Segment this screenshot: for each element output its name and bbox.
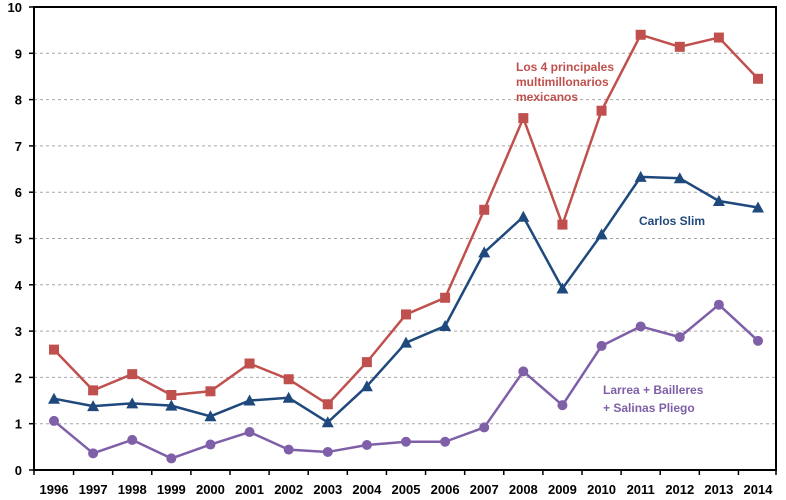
y-tick-label: 3 <box>15 324 22 339</box>
data-point-circle <box>753 335 763 346</box>
data-point-square <box>361 357 372 368</box>
annotation-larrea-bailleres-salinas: Larrea + Bailleres + Salinas Pliego <box>603 383 707 415</box>
data-point-triangle <box>165 399 178 411</box>
x-tick-label: 2002 <box>274 482 303 497</box>
x-tick-label: 2001 <box>235 482 264 497</box>
data-point-triangle <box>126 397 139 409</box>
annotation-los-4-principales: Los 4 principales multimillonarios mexic… <box>516 60 617 104</box>
x-tick-label: 2014 <box>744 482 774 497</box>
data-point-triangle <box>87 400 100 412</box>
data-point-circle <box>166 453 177 464</box>
data-point-circle <box>557 400 568 411</box>
x-tick-label: 2005 <box>392 482 421 497</box>
data-point-square <box>635 29 646 40</box>
x-tick-label: 2010 <box>587 482 616 497</box>
data-point-triangle <box>48 392 60 404</box>
data-point-square <box>713 32 724 43</box>
data-point-triangle <box>752 201 764 213</box>
data-point-triangle <box>282 391 295 403</box>
data-point-square <box>166 389 177 400</box>
x-tick-label: 2009 <box>548 482 577 497</box>
y-tick-label: 9 <box>15 46 22 61</box>
data-point-circle <box>401 436 411 447</box>
data-point-triangle <box>243 394 256 406</box>
data-point-triangle <box>673 172 686 184</box>
data-point-square <box>674 41 685 52</box>
x-tick-label: 2012 <box>665 482 694 497</box>
x-axis-ticks: 1996 1997 1998 1999 2000 2001 2002 2003 2004 2005… <box>33 470 777 497</box>
y-tick-label: 2 <box>15 370 22 385</box>
data-point-square <box>322 399 333 410</box>
y-tick-label: 7 <box>15 139 22 154</box>
data-point-square <box>440 292 451 303</box>
y-axis-ticks: 0 1 2 3 4 5 6 7 8 9 10 <box>8 0 34 478</box>
annotation-carlos-slim: Carlos Slim <box>639 214 705 228</box>
x-tick-label: 2003 <box>313 482 342 497</box>
data-point-square <box>88 385 99 396</box>
data-point-circle <box>361 439 372 450</box>
data-point-square <box>518 113 529 124</box>
data-point-triangle <box>439 320 452 332</box>
data-point-circle <box>205 439 216 450</box>
x-tick-label: 1999 <box>157 482 186 497</box>
data-point-circle <box>674 332 685 343</box>
data-point-square <box>479 204 490 215</box>
x-tick-label: 2006 <box>431 482 460 497</box>
series-0 <box>49 29 763 410</box>
y-tick-label: 0 <box>15 463 22 478</box>
data-point-square <box>596 105 607 116</box>
series-layer <box>48 29 764 464</box>
x-tick-label: 2000 <box>196 482 225 497</box>
data-point-circle <box>713 299 724 310</box>
data-point-circle <box>518 366 529 377</box>
data-point-square <box>244 358 255 369</box>
data-point-triangle <box>204 410 217 422</box>
y-tick-label: 5 <box>15 232 22 247</box>
x-tick-label: 1997 <box>79 482 108 497</box>
x-tick-label: 1998 <box>118 482 147 497</box>
x-tick-label: 2007 <box>470 482 499 497</box>
x-tick-label: 2008 <box>509 482 538 497</box>
data-point-circle <box>88 448 99 459</box>
data-point-triangle <box>360 380 373 392</box>
data-point-square <box>283 374 294 385</box>
data-point-circle <box>635 321 646 332</box>
data-point-triangle <box>634 170 647 182</box>
y-tick-label: 6 <box>15 185 22 200</box>
y-tick-label: 8 <box>15 93 22 108</box>
data-point-triangle <box>595 228 608 240</box>
data-point-square <box>49 344 59 355</box>
y-tick-label: 4 <box>15 278 23 293</box>
data-point-circle <box>49 415 59 426</box>
x-tick-label: 2011 <box>627 482 655 497</box>
series-1 <box>48 170 764 428</box>
data-point-triangle <box>478 246 491 258</box>
x-tick-label: 2004 <box>352 482 382 497</box>
data-point-circle <box>440 436 451 447</box>
gridlines <box>34 52 776 425</box>
series-2 <box>49 299 763 464</box>
data-point-triangle <box>556 282 569 294</box>
data-point-circle <box>479 422 490 433</box>
x-tick-label: 2013 <box>704 482 733 497</box>
x-tick-label: 1996 <box>40 482 69 497</box>
data-point-circle <box>596 340 607 351</box>
data-point-circle <box>283 444 294 455</box>
data-point-triangle <box>400 336 412 348</box>
data-point-square <box>557 219 568 230</box>
data-point-triangle <box>517 210 530 222</box>
data-point-circle <box>127 434 138 445</box>
data-point-circle <box>244 427 255 438</box>
data-point-square <box>205 386 216 397</box>
data-point-triangle <box>321 416 334 428</box>
y-tick-label: 1 <box>15 417 22 432</box>
data-point-square <box>753 73 763 84</box>
y-tick-label: 10 <box>8 0 22 15</box>
data-point-square <box>401 309 411 320</box>
data-point-square <box>127 369 138 380</box>
data-point-circle <box>322 446 333 457</box>
data-point-triangle <box>712 194 725 206</box>
